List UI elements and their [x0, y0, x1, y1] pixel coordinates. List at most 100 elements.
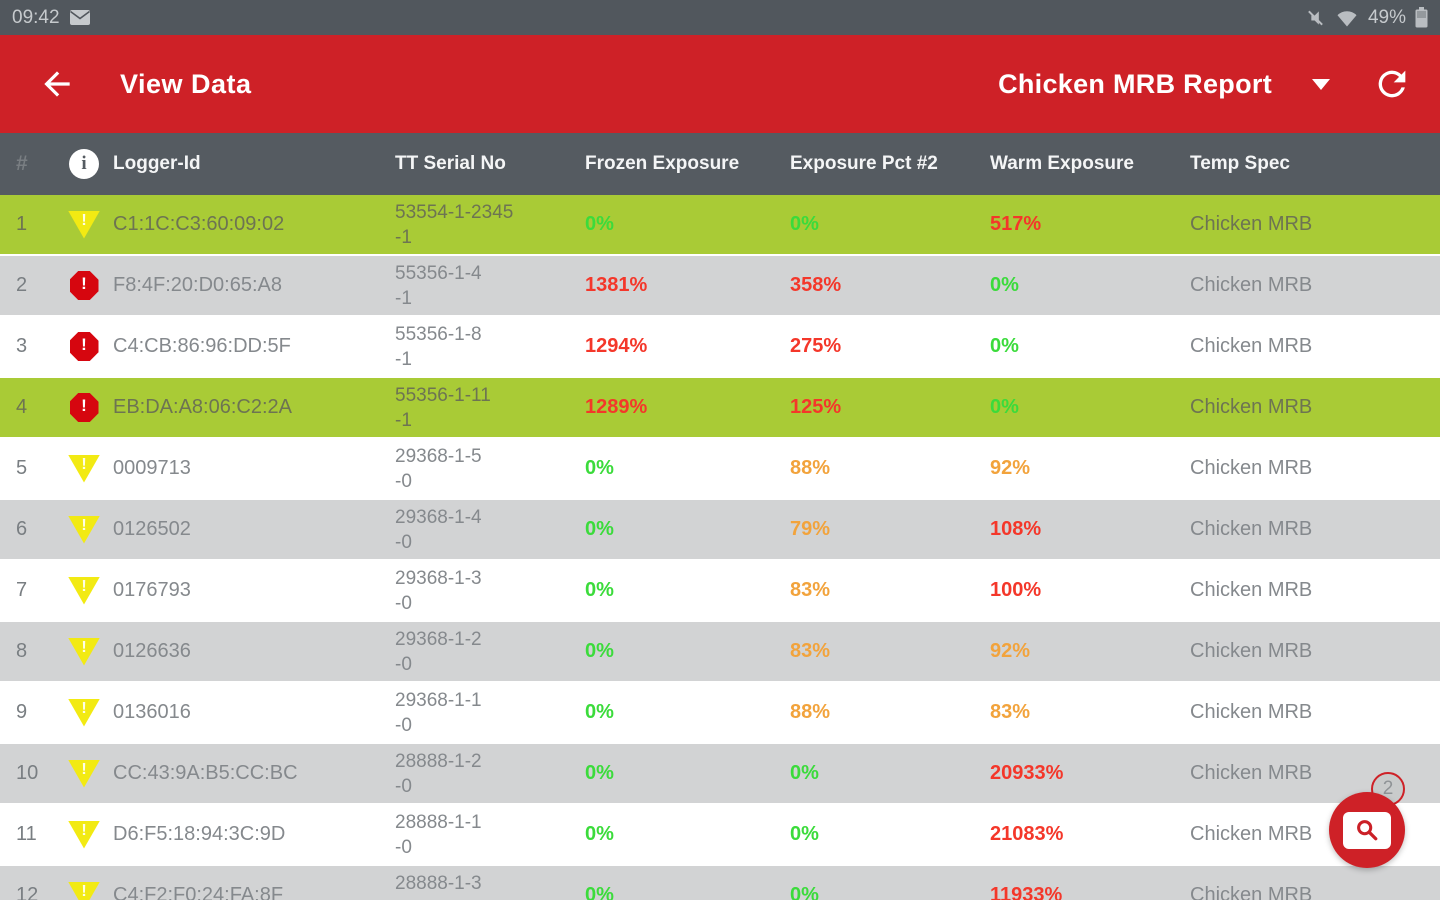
warning-icon	[68, 881, 100, 900]
temp-spec-cell: Chicken MRB	[1190, 884, 1313, 900]
row-number: 3	[16, 335, 28, 357]
logger-id-cell: 0176793	[113, 579, 191, 601]
warm-exposure-cell: 83%	[990, 701, 1031, 723]
temp-spec-cell: Chicken MRB	[1190, 823, 1313, 845]
tt-serial-cell: 28888-1-1 -0	[395, 811, 482, 858]
row-number: 1	[16, 213, 28, 235]
exposure-pct2-cell: 83%	[790, 579, 831, 601]
info-icon[interactable]	[69, 149, 99, 179]
logger-id-cell: C1:1C:C3:60:09:02	[113, 213, 285, 235]
logger-id-cell: 0136016	[113, 701, 191, 723]
wifi-icon	[1335, 8, 1359, 27]
column-header-exposure-pct2: Exposure Pct #2	[790, 153, 938, 174]
temp-spec-cell: Chicken MRB	[1190, 701, 1313, 723]
temp-spec-cell: Chicken MRB	[1190, 274, 1313, 296]
tt-serial-cell: 28888-1-2 -0	[395, 750, 482, 797]
error-icon	[69, 332, 99, 361]
exposure-pct2-cell: 0%	[790, 213, 819, 235]
logger-id-cell: CC:43:9A:B5:CC:BC	[113, 762, 298, 784]
tt-serial-cell: 29368-1-4 -0	[395, 506, 482, 553]
battery-icon	[1415, 7, 1428, 28]
table-row[interactable]: 12 C4:F2:F0:24:FA:8F 28888-1-3 -0 0% 0% …	[0, 866, 1440, 900]
tt-serial-cell: 28888-1-3 -0	[395, 872, 482, 900]
warm-exposure-cell: 100%	[990, 579, 1042, 601]
error-icon	[69, 393, 99, 422]
app-bar: View Data Chicken MRB Report	[0, 35, 1440, 133]
frozen-exposure-cell: 0%	[585, 213, 614, 235]
row-number: 10	[16, 762, 39, 784]
page-title: View Data	[120, 68, 252, 99]
clock: 09:42	[12, 6, 60, 28]
row-number: 6	[16, 518, 28, 540]
frozen-exposure-cell: 0%	[585, 579, 614, 601]
logger-id-cell: 0126636	[113, 640, 191, 662]
column-header-frozen-exposure: Frozen Exposure	[585, 153, 740, 174]
temp-spec-cell: Chicken MRB	[1190, 335, 1313, 357]
exposure-pct2-cell: 88%	[790, 457, 831, 479]
column-header-logger-id: Logger-Id	[113, 153, 201, 174]
search-fab-button[interactable]	[1329, 792, 1405, 868]
exposure-pct2-cell: 0%	[790, 823, 819, 845]
frozen-exposure-cell: 0%	[585, 701, 614, 723]
temp-spec-cell: Chicken MRB	[1190, 579, 1313, 601]
table-row[interactable]: 11 D6:F5:18:94:3C:9D 28888-1-1 -0 0% 0% …	[0, 805, 1440, 866]
table-row[interactable]: 2 F8:4F:20:D0:65:A8 55356-1-4 -1 1381% 3…	[0, 256, 1440, 317]
temp-spec-cell: Chicken MRB	[1190, 518, 1313, 540]
row-number: 2	[16, 274, 28, 296]
logger-id-cell: 0126502	[113, 518, 191, 540]
tt-serial-cell: 29368-1-2 -0	[395, 628, 482, 675]
warning-icon	[68, 698, 100, 727]
notification-mail-icon	[69, 9, 91, 26]
table-row[interactable]: 3 C4:CB:86:96:DD:5F 55356-1-8 -1 1294% 2…	[0, 317, 1440, 378]
warning-icon	[68, 820, 100, 849]
tt-serial-cell: 53554-1-2345 -1	[395, 201, 514, 248]
table-row[interactable]: 1 C1:1C:C3:60:09:02 53554-1-2345 -1 0% 0…	[0, 195, 1440, 256]
logger-id-cell: EB:DA:A8:06:C2:2A	[113, 396, 292, 418]
back-button[interactable]	[38, 65, 76, 103]
tt-serial-cell: 29368-1-1 -0	[395, 689, 482, 736]
exposure-pct2-cell: 88%	[790, 701, 831, 723]
table-row[interactable]: 8 0126636 29368-1-2 -0 0% 83% 92% Chicke…	[0, 622, 1440, 683]
tt-serial-cell: 55356-1-4 -1	[395, 262, 482, 309]
table-row[interactable]: 5 0009713 29368-1-5 -0 0% 88% 92% Chicke…	[0, 439, 1440, 500]
exposure-pct2-cell: 125%	[790, 396, 842, 418]
row-number: 5	[16, 457, 28, 479]
warm-exposure-cell: 517%	[990, 213, 1042, 235]
refresh-button[interactable]	[1372, 64, 1412, 104]
warning-icon	[68, 210, 100, 239]
status-bar: 09:42 49%	[0, 0, 1440, 35]
temp-spec-cell: Chicken MRB	[1190, 457, 1313, 479]
table-row[interactable]: 4 EB:DA:A8:06:C2:2A 55356-1-11 -1 1289% …	[0, 378, 1440, 439]
chevron-down-icon	[1312, 78, 1330, 90]
warning-icon	[68, 454, 100, 483]
logger-id-cell: C4:CB:86:96:DD:5F	[113, 335, 291, 357]
table-row[interactable]: 7 0176793 29368-1-3 -0 0% 83% 100% Chick…	[0, 561, 1440, 622]
frozen-exposure-cell: 0%	[585, 518, 614, 540]
report-selector-dropdown[interactable]: Chicken MRB Report	[998, 69, 1330, 100]
warm-exposure-cell: 11933%	[990, 884, 1063, 900]
table-row[interactable]: 9 0136016 29368-1-1 -0 0% 88% 83% Chicke…	[0, 683, 1440, 744]
logger-id-cell: C4:F2:F0:24:FA:8F	[113, 884, 284, 900]
battery-percent: 49%	[1367, 6, 1406, 28]
logger-id-cell: 0009713	[113, 457, 191, 479]
search-icon	[1343, 811, 1391, 849]
column-header-number: #	[16, 152, 28, 175]
exposure-pct2-cell: 275%	[790, 335, 842, 357]
table-row[interactable]: 10 CC:43:9A:B5:CC:BC 28888-1-2 -0 0% 0% …	[0, 744, 1440, 805]
frozen-exposure-cell: 0%	[585, 884, 614, 900]
temp-spec-cell: Chicken MRB	[1190, 396, 1313, 418]
warm-exposure-cell: 0%	[990, 396, 1019, 418]
table-row[interactable]: 6 0126502 29368-1-4 -0 0% 79% 108% Chick…	[0, 500, 1440, 561]
mute-icon	[1305, 8, 1326, 28]
column-header-temp-spec: Temp Spec	[1190, 153, 1290, 174]
tt-serial-cell: 29368-1-5 -0	[395, 445, 482, 492]
warm-exposure-cell: 92%	[990, 640, 1031, 662]
row-number: 7	[16, 579, 28, 601]
warning-icon	[68, 576, 100, 605]
temp-spec-cell: Chicken MRB	[1190, 213, 1313, 235]
row-number: 11	[16, 823, 37, 845]
warning-icon	[68, 515, 100, 544]
warning-icon	[68, 759, 100, 788]
exposure-pct2-cell: 79%	[790, 518, 831, 540]
warm-exposure-cell: 108%	[990, 518, 1042, 540]
